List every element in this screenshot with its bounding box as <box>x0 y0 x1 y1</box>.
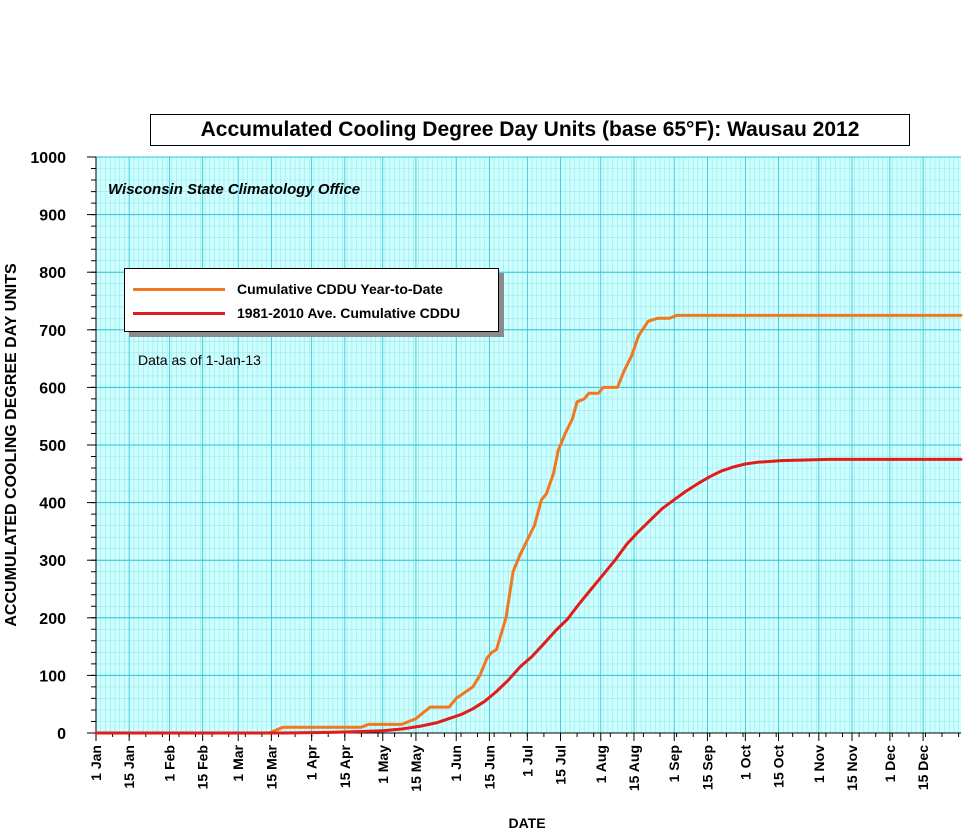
x-tick-label: 15 Nov <box>844 745 860 791</box>
y-axis-label: ACCUMULATED COOLING DEGREE DAY UNITS <box>3 263 20 627</box>
x-tick-label: 15 Feb <box>195 745 211 789</box>
x-tick-label: 1 Jul <box>519 745 535 777</box>
chart-title: Accumulated Cooling Degree Day Units (ba… <box>150 114 910 146</box>
x-tick-label: 1 Dec <box>882 745 898 783</box>
x-tick-label: 15 May <box>408 745 424 792</box>
x-tick-label: 15 Jul <box>552 745 568 785</box>
data-date-note: Data as of 1-Jan-13 <box>138 352 261 368</box>
y-tick-label: 800 <box>39 265 66 282</box>
y-tick-label: 900 <box>39 208 66 225</box>
chart-subtitle: Wisconsin State Climatology Office <box>108 181 361 198</box>
y-minor-ticks <box>91 156 96 734</box>
x-tick-label: 15 Jan <box>121 745 137 789</box>
x-tick-label: 1 Oct <box>737 745 753 780</box>
y-tick-label: 300 <box>39 553 66 570</box>
x-tick-label: 1 Sep <box>666 745 682 782</box>
x-tick-label: 15 Apr <box>337 744 353 788</box>
legend-swatch-average <box>133 311 225 315</box>
x-tick-label: 1 Mar <box>230 744 246 781</box>
series-line-average <box>94 457 963 735</box>
x-tick-label: 15 Dec <box>915 745 931 790</box>
legend-item-ytd: Cumulative CDDU Year-to-Date <box>133 279 443 299</box>
x-tick-label: 1 Jan <box>88 745 104 781</box>
y-tick-label: 400 <box>39 496 66 513</box>
x-tick-label: 15 Oct <box>771 745 787 788</box>
x-tick-label: 1 May <box>375 745 391 784</box>
legend-swatch-ytd <box>133 287 225 291</box>
x-minor-ticks <box>95 733 960 737</box>
y-tick-label: 600 <box>39 380 66 397</box>
y-tick-label: 200 <box>39 611 66 628</box>
x-tick-label: 1 Jun <box>448 745 464 782</box>
y-tick-label: 1000 <box>30 150 66 167</box>
x-tick-label: 1 Aug <box>593 745 609 783</box>
legend-item-average: 1981-2010 Ave. Cumulative CDDU <box>133 303 460 323</box>
x-tick-label: 15 Mar <box>263 744 279 789</box>
x-tick-label: 1 Apr <box>304 744 320 780</box>
legend-label-average: 1981-2010 Ave. Cumulative CDDU <box>237 305 461 321</box>
y-tick-label: 0 <box>57 726 66 743</box>
x-tick-label: 15 Sep <box>699 745 715 790</box>
x-tick-label: 1 Nov <box>811 745 827 783</box>
x-tick-label: 1 Feb <box>161 745 177 782</box>
y-tick-label: 500 <box>39 438 66 455</box>
x-tick-label: 15 Aug <box>626 745 642 791</box>
y-tick-label: 700 <box>39 323 66 340</box>
y-tick-label: 100 <box>39 668 66 685</box>
x-axis-label: DATE <box>508 815 546 831</box>
series-line-ytd <box>94 313 963 735</box>
legend: Cumulative CDDU Year-to-Date 1981-2010 A… <box>124 268 499 332</box>
legend-label-ytd: Cumulative CDDU Year-to-Date <box>237 281 443 297</box>
x-tick-label: 15 Jun <box>481 745 497 789</box>
